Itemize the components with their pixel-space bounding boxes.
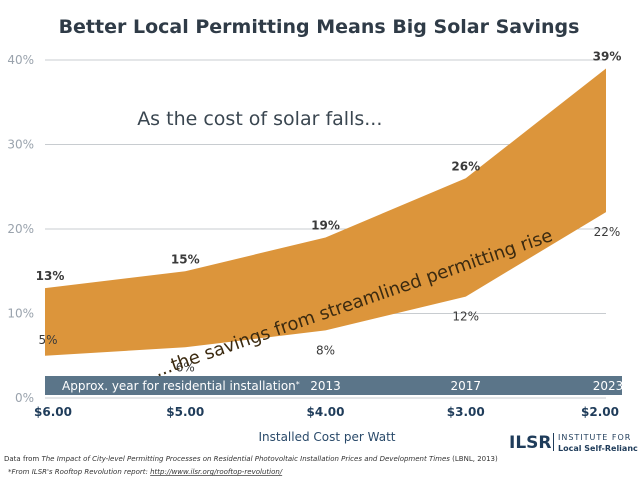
- year-band-label: Approx. year for residential installatio…: [62, 379, 300, 393]
- year-labels: 2013 2017 2023: [310, 379, 623, 393]
- logo-divider: [553, 433, 554, 451]
- upper-data-label: 26%: [451, 159, 480, 173]
- footer-note-link[interactable]: http://www.ilsr.org/rooftop-revolution/: [150, 468, 283, 476]
- annotation-cost-falls: As the cost of solar falls...: [137, 108, 382, 130]
- x-axis-ticks: $6.00 $5.00 $4.00 $3.00 $2.00: [34, 405, 619, 419]
- y-tick-label: 40%: [7, 53, 34, 67]
- ilsr-logo: ILSR INSTITUTE FOR Local Self-Reliance: [509, 433, 638, 453]
- lower-data-label: 8%: [316, 343, 335, 357]
- year-label: 2023: [593, 379, 624, 393]
- x-tick-label: $3.00: [447, 405, 485, 419]
- x-tick-label: $2.00: [581, 405, 619, 419]
- upper-data-label: 39%: [593, 49, 622, 63]
- footer-source: Data from The Impact of City-level Permi…: [4, 455, 498, 463]
- upper-data-label: 15%: [171, 252, 200, 266]
- footer-note: *From ILSR's Rooftop Revolution report: …: [8, 468, 283, 476]
- x-tick-label: $5.00: [166, 405, 204, 419]
- logo-line1: INSTITUTE FOR: [558, 433, 631, 442]
- year-label: 2017: [450, 379, 481, 393]
- lower-data-label: 5%: [38, 333, 57, 347]
- x-tick-label: $6.00: [34, 405, 72, 419]
- logo-line2: Local Self-Reliance: [558, 444, 638, 453]
- upper-data-label: 13%: [36, 269, 65, 283]
- lower-data-label: 22%: [594, 225, 621, 239]
- y-tick-label: 0%: [15, 391, 34, 405]
- footer-source-prefix: Data from: [4, 455, 41, 463]
- upper-series-labels: 13% 15% 19% 26% 39%: [36, 49, 622, 283]
- y-tick-label: 10%: [7, 307, 34, 321]
- footer-source-suffix: (LBNL, 2013): [450, 455, 498, 463]
- year-label: 2013: [310, 379, 341, 393]
- lower-series-labels: 5% 6% 8% 12% 22%: [38, 225, 620, 374]
- y-tick-label: 20%: [7, 222, 34, 236]
- year-band-asterisk: *: [296, 380, 300, 389]
- x-tick-label: $4.00: [307, 405, 345, 419]
- y-tick-label: 30%: [7, 138, 34, 152]
- footer-source-title: The Impact of City-level Permitting Proc…: [41, 455, 450, 463]
- year-band: [45, 376, 622, 395]
- year-band-label-text: Approx. year for residential installatio…: [62, 379, 296, 393]
- lower-data-label: 6%: [176, 360, 195, 374]
- logo-mark: ILSR: [509, 433, 552, 453]
- lower-data-label: 12%: [452, 310, 479, 324]
- footer-note-prefix: *From ILSR's Rooftop Revolution report:: [8, 468, 150, 476]
- y-axis-ticks: 0% 10% 20% 30% 40%: [7, 53, 34, 405]
- upper-data-label: 19%: [311, 218, 340, 232]
- chart-title: Better Local Permitting Means Big Solar …: [59, 16, 580, 38]
- savings-band: [45, 68, 606, 356]
- x-axis-label: Installed Cost per Watt: [258, 430, 395, 444]
